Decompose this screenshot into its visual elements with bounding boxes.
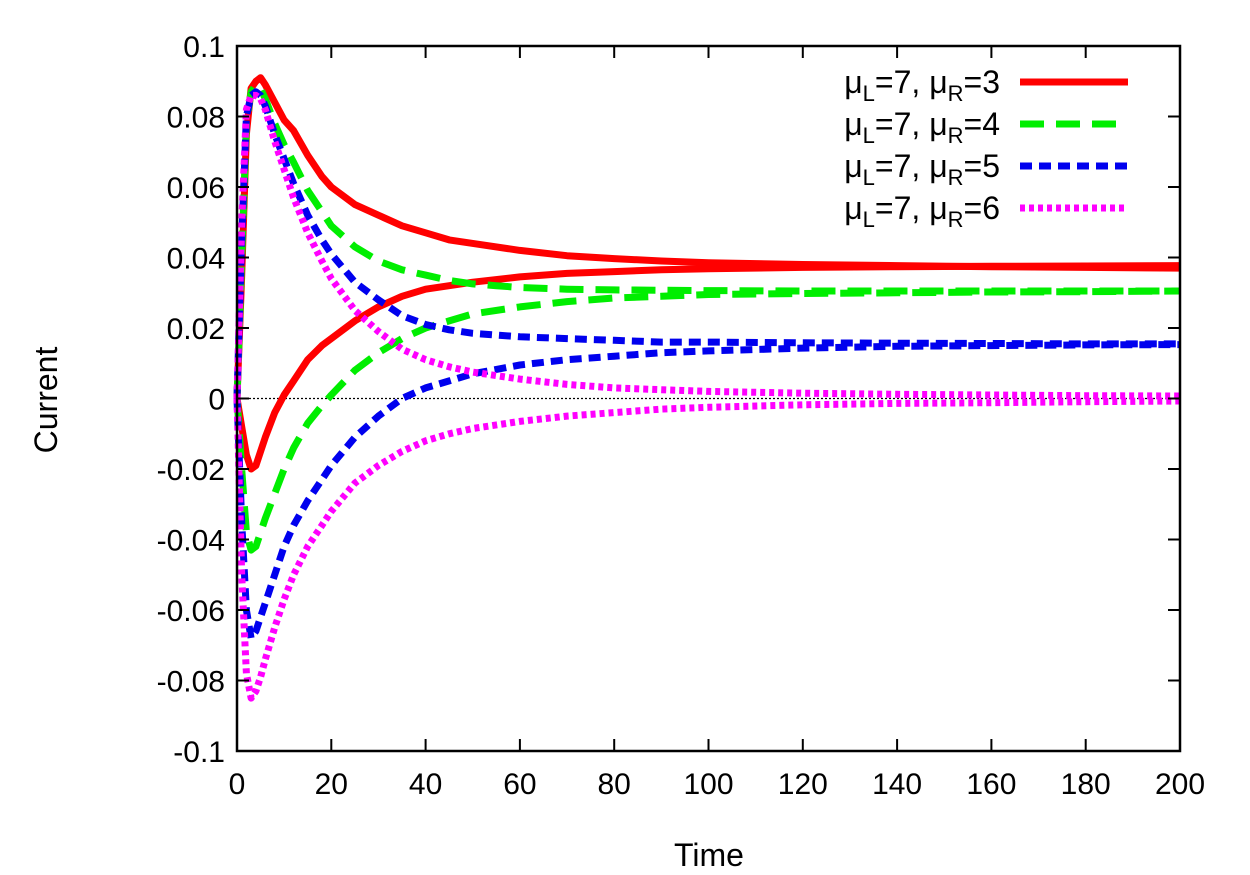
series-line-4-lower [233, 397, 1181, 702]
legend-label-4: μL=7, μR=6 [844, 190, 1000, 232]
legend-label-3: μL=7, μR=5 [844, 148, 1000, 190]
series-group [233, 74, 1181, 702]
x-tick-label: 140 [872, 768, 922, 801]
y-tick-label: 0.1 [183, 31, 225, 64]
series-line-2-lower [233, 287, 1181, 554]
series-line-1-upper [233, 74, 1181, 399]
x-tick-label: 40 [409, 768, 442, 801]
series-line-3-lower [233, 341, 1181, 642]
y-tick-label: 0.08 [167, 102, 225, 135]
y-tick-label: -0.06 [157, 595, 225, 628]
legend-label-1: μL=7, μR=3 [844, 64, 1000, 106]
x-tick-label: 20 [315, 768, 348, 801]
y-tick-label: -0.1 [173, 736, 225, 769]
x-tick-label: 60 [503, 768, 536, 801]
x-tick-label: 0 [229, 768, 246, 801]
y-tick-label: 0.04 [167, 243, 225, 276]
y-tick-label: -0.08 [157, 666, 225, 699]
x-tick-label: 200 [1155, 768, 1205, 801]
x-tick-label: 80 [598, 768, 631, 801]
x-tick-label: 100 [683, 768, 733, 801]
series-line-1-lower [233, 262, 1181, 473]
series-line-4-upper [233, 91, 1181, 400]
y-tick-label: -0.04 [157, 525, 225, 558]
y-tick-label: -0.02 [157, 454, 225, 487]
x-axis-title: Time [674, 837, 744, 873]
x-tick-label: 180 [1061, 768, 1111, 801]
y-tick-label: 0.06 [167, 172, 225, 205]
legend: μL=7, μR=3μL=7, μR=4μL=7, μR=5μL=7, μR=6 [844, 64, 1128, 232]
tick-group: -0.1 -0.08 -0.06 -0.04 -0.02 0 0.02 0.04 0.06 0.0… [157, 31, 1205, 801]
y-tick-label: 0 [208, 384, 225, 417]
legend-label-2: μL=7, μR=4 [844, 106, 1000, 148]
y-tick-label: 0.02 [167, 313, 225, 346]
x-tick-label: 160 [966, 768, 1016, 801]
x-tick-label: 120 [778, 768, 828, 801]
y-axis-title: Current [28, 347, 64, 454]
